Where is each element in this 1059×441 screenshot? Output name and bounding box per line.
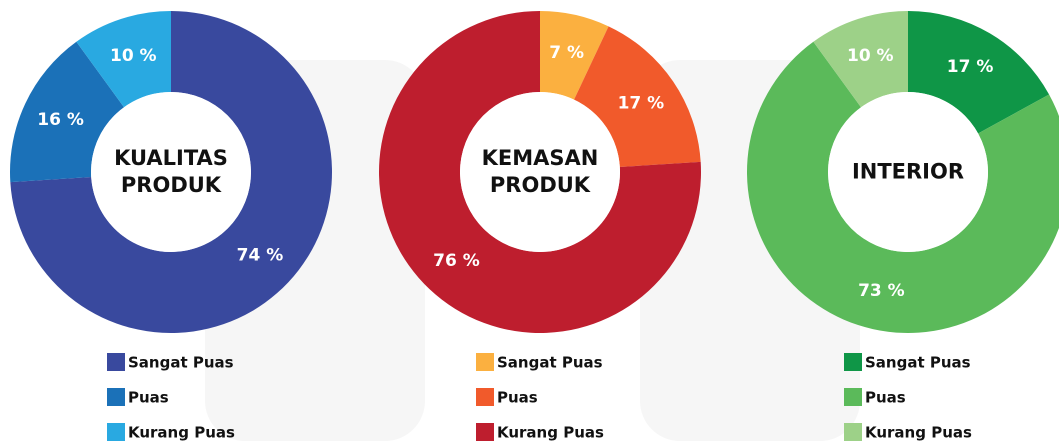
- legend-swatch: [476, 353, 494, 371]
- legend-label: Sangat Puas: [865, 354, 971, 372]
- legend-label: Kurang Puas: [497, 424, 604, 441]
- chart-title: INTERIOR: [851, 159, 965, 184]
- donut-segment: [540, 11, 609, 100]
- legend-label: Puas: [497, 389, 538, 407]
- legend-swatch: [476, 423, 494, 441]
- legend-swatch: [844, 388, 862, 406]
- legend-swatch: [476, 388, 494, 406]
- value-label: 74 %: [237, 246, 284, 266]
- chart-title: KUALITAS PRODUK: [114, 146, 228, 197]
- value-label: 17 %: [947, 57, 994, 77]
- value-label: 7 %: [549, 43, 584, 63]
- donut-hole: [460, 92, 620, 252]
- value-label: 16 %: [37, 110, 84, 130]
- chart-title: KEMASAN PRODUK: [481, 146, 599, 197]
- legend-swatch: [107, 388, 125, 406]
- donut-segment: [813, 11, 908, 108]
- donut-hole: [828, 92, 988, 252]
- legend-swatch: [844, 353, 862, 371]
- donut-segment: [747, 41, 1059, 333]
- donut-segment: [10, 41, 124, 183]
- legend-label: Kurang Puas: [128, 424, 235, 441]
- value-label: 10 %: [847, 46, 894, 66]
- legend-label: Puas: [128, 389, 169, 407]
- donut-segment: [76, 11, 171, 108]
- legend-label: Kurang Puas: [865, 424, 972, 441]
- legend-label: Sangat Puas: [128, 354, 234, 372]
- legend-swatch: [107, 423, 125, 441]
- donut-segment: [574, 26, 701, 167]
- donut-hole: [91, 92, 251, 252]
- legend-label: Puas: [865, 389, 906, 407]
- value-label: 17 %: [618, 93, 665, 113]
- value-label: 73 %: [858, 281, 905, 301]
- donut-segment: [908, 11, 1050, 134]
- value-label: 10 %: [110, 46, 157, 66]
- legend-label: Sangat Puas: [497, 354, 603, 372]
- value-label: 76 %: [433, 251, 480, 271]
- donut-segment: [378, 11, 701, 333]
- donut-segment: [10, 11, 333, 333]
- legend-swatch: [107, 353, 125, 371]
- legend-swatch: [844, 423, 862, 441]
